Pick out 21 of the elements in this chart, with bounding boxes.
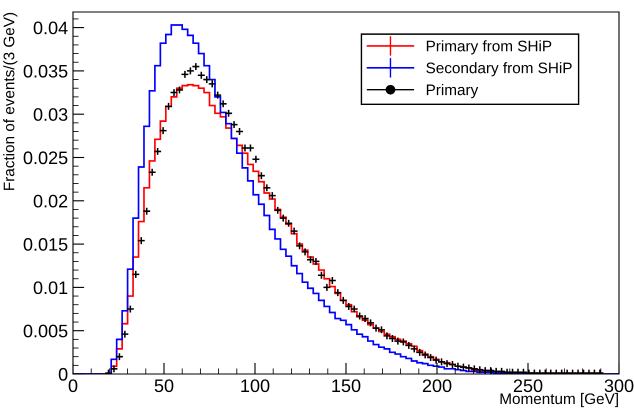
y-tick-label: 0.005 (24, 324, 68, 338)
y-tick-label: 0.04 (34, 22, 68, 34)
x-tick-label: 250 (514, 379, 542, 392)
x-tick-label: 150 (332, 379, 360, 392)
y-tick-label: 0.01 (34, 281, 68, 294)
y-tick-label: 0.035 (24, 64, 68, 78)
x-tick-label: 200 (422, 379, 452, 392)
x-tick-label: 100 (241, 379, 270, 392)
y-tick-label: 0.02 (34, 194, 68, 208)
y-tick-label: 0 (58, 368, 68, 381)
y-tick-label: 0.03 (34, 108, 68, 121)
y-tick-label: 0.025 (24, 151, 68, 164)
legend-label: Secondary from SHiP (426, 62, 572, 76)
x-tick-label: 0 (68, 379, 78, 392)
y-axis-title: Fraction of events/(3 GeV) (3, 12, 18, 190)
x-tick-label: 300 (604, 379, 634, 392)
legend-label: Primary (426, 84, 478, 98)
legend-label: Primary from SHiP (426, 40, 552, 54)
x-axis-title: Momentum [GeV] (500, 392, 618, 408)
y-tick-label: 0.015 (24, 238, 68, 251)
x-tick-label: 50 (154, 379, 174, 392)
